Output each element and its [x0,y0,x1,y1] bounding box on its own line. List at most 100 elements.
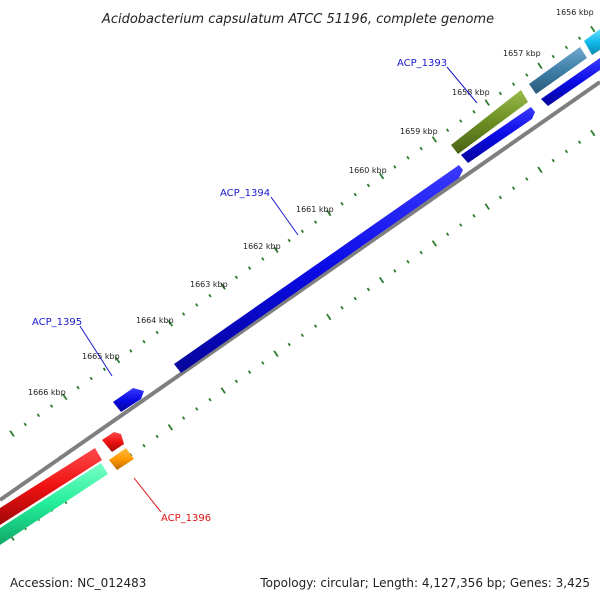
map-title: Acidobacterium capsulatum ATCC 51196, co… [101,12,494,27]
outer-track-tick [261,257,265,261]
gene-red-reverse-small[interactable] [102,432,124,452]
tick-label: 1664 kbp [136,316,174,325]
outer-track-tick [181,312,186,316]
inner-track-tick [484,203,490,210]
inner-track-tick [419,250,423,255]
outer-track-tick [36,413,41,418]
inner-track-tick [261,361,265,365]
inner-track-tick [326,313,332,321]
tick-label: 1658 kbp [452,88,490,97]
inner-track-tick [340,305,344,310]
outer-track-tick [459,119,463,123]
outer-track-tick [577,36,582,41]
tick-label: 1660 kbp [349,166,387,175]
outer-track-tick [142,339,146,344]
inner-track-tick [273,350,279,358]
inner-track-tick [459,223,463,227]
inner-track-tick [551,158,555,163]
genome-backbone [0,80,600,502]
outer-track-tick [195,303,199,307]
gene-green-reverse [0,463,108,545]
inner-track-tick [564,149,569,154]
inner-track-tick [577,140,582,145]
topology-summary: Topology: circular; Length: 4,127,356 bp… [260,576,590,590]
inner-track-tick [167,423,174,431]
outer-track-tick [525,73,529,77]
outer-track-tick [9,430,15,437]
outer-track-tick [155,330,159,335]
outer-track-tick [378,172,385,180]
tick-label: 1665 kbp [82,352,120,361]
inner-track-tick [366,287,371,292]
inner-track-tick [247,370,252,374]
inner-track-tick [431,240,438,247]
inner-track-tick [220,387,226,394]
outer-track-tick [23,422,27,427]
outer-track-tick [353,192,357,197]
inner-track-tick [287,342,291,347]
outer-track-tick [498,91,503,96]
tick-label: 1663 kbp [190,280,228,289]
inner-track-tick [208,397,212,402]
outer-track-tick [102,367,107,372]
outer-track-tick [472,109,476,114]
outer-track-tick [537,62,543,70]
label-acp-1393[interactable]: ACP_1393 [397,58,447,69]
inner-track-tick [378,276,385,284]
outer-track-tick [114,356,121,364]
outer-track-tick [89,376,93,381]
label-acp-1394[interactable]: ACP_1394 [220,188,270,199]
inner-track-tick [234,379,239,384]
leader-acp-1393 [446,66,478,104]
outer-track-tick [273,246,279,254]
leader-acp-1395 [79,325,113,377]
tick-label: 1666 kbp [28,388,66,397]
label-acp-1396[interactable]: ACP_1396 [161,513,211,524]
inner-track-tick [472,213,476,218]
outer-track-tick [208,293,212,298]
gene-acp-1396[interactable] [109,448,134,470]
outer-track-tick [167,319,174,327]
inner-track-tick [511,186,516,191]
tick-label: 1661 kbp [296,205,334,214]
inner-track-tick [142,443,146,448]
outer-track-tick [406,155,410,160]
gene-top-right-forward[interactable] [541,58,600,106]
gene-cyan-top [584,29,600,55]
outer-track-tick [340,201,344,206]
outer-track-tick [590,25,596,33]
inner-track-tick [313,324,318,328]
outer-track-tick [393,165,397,169]
outer-track-tick [445,128,450,133]
gene-near-acp-1393[interactable] [461,107,535,163]
inner-track-tick [300,333,305,338]
outer-track-tick [129,349,133,353]
outer-track-tick [564,45,569,50]
outer-track-tick [247,266,252,270]
tick-label: 1656 kbp [556,8,594,17]
inner-track-tick [181,416,186,420]
outer-track-tick [220,283,226,290]
outer-track-tick [234,275,239,280]
gene-red-reverse-large[interactable] [0,448,102,525]
gene-acp-1393 [451,90,528,154]
outer-track-tick [300,229,305,234]
outer-track-tick [287,238,291,243]
label-acp-1395[interactable]: ACP_1395 [32,317,82,328]
inner-track-tick [155,434,159,439]
tick-label: 1657 kbp [503,49,541,58]
outer-track-tick [511,82,516,87]
inner-track-tick [393,269,397,273]
outer-track-tick [431,136,438,143]
outer-track-tick [49,404,54,408]
gene-steel-top [529,47,587,94]
tick-label: 1659 kbp [400,127,438,136]
gene-acp-1394[interactable] [174,165,463,373]
gene-acp-1395[interactable] [113,388,144,412]
outer-track-tick [313,220,318,224]
inner-track-tick [445,232,450,237]
leader-acp-1396 [133,477,162,513]
outer-track-tick [62,393,68,401]
outer-track-tick [419,146,423,151]
